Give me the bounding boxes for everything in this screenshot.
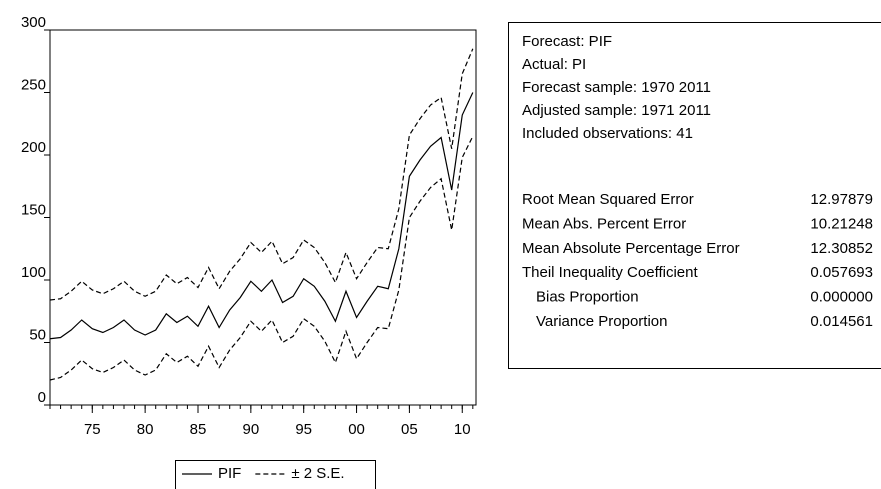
x-tick-label: 10 [454,421,471,438]
x-tick-label: 95 [295,421,312,438]
stats-value: 0.000000 [810,289,873,306]
x-tick-label: 85 [190,421,207,438]
stats-header: Forecast sample: 1970 2011 [522,79,711,96]
stats-header: Forecast: PIF [522,33,612,50]
stats-value: 10.21248 [810,215,873,232]
stats-value: 0.057693 [810,264,873,281]
y-tick-label: 150 [21,201,46,218]
series-line [49,48,474,301]
stats-label: Mean Abs. Percent Error [522,215,686,232]
y-tick-label: 300 [21,14,46,31]
x-tick-label: 00 [348,421,365,438]
y-tick-label: 100 [21,264,46,281]
series-line [49,135,474,381]
stats-value: 0.014561 [810,313,873,330]
x-tick-label: 80 [137,421,154,438]
x-tick-label: 90 [242,421,259,438]
plot-frame [49,29,477,406]
stats-box [508,22,881,369]
legend-label: ± 2 S.E. [291,465,344,482]
stats-label: Bias Proportion [536,289,639,306]
stats-header: Actual: PI [522,56,586,73]
stats-header: Adjusted sample: 1971 2011 [522,102,711,119]
y-tick-label: 200 [21,139,46,156]
y-tick-label: 50 [29,326,46,343]
legend-box [175,460,376,489]
y-tick-label: 0 [38,389,46,406]
stats-label: Variance Proportion [536,313,667,330]
series-line [49,92,474,340]
stats-label: Mean Absolute Percentage Error [522,240,740,257]
y-tick-label: 250 [21,76,46,93]
stats-header: Included observations: 41 [522,125,693,142]
stats-value: 12.97879 [810,191,873,208]
x-tick-label: 05 [401,421,418,438]
stats-label: Theil Inequality Coefficient [522,264,698,281]
legend-label: PIF [218,465,241,482]
stats-label: Root Mean Squared Error [522,191,694,208]
x-tick-label: 75 [84,421,101,438]
stats-value: 12.30852 [810,240,873,257]
